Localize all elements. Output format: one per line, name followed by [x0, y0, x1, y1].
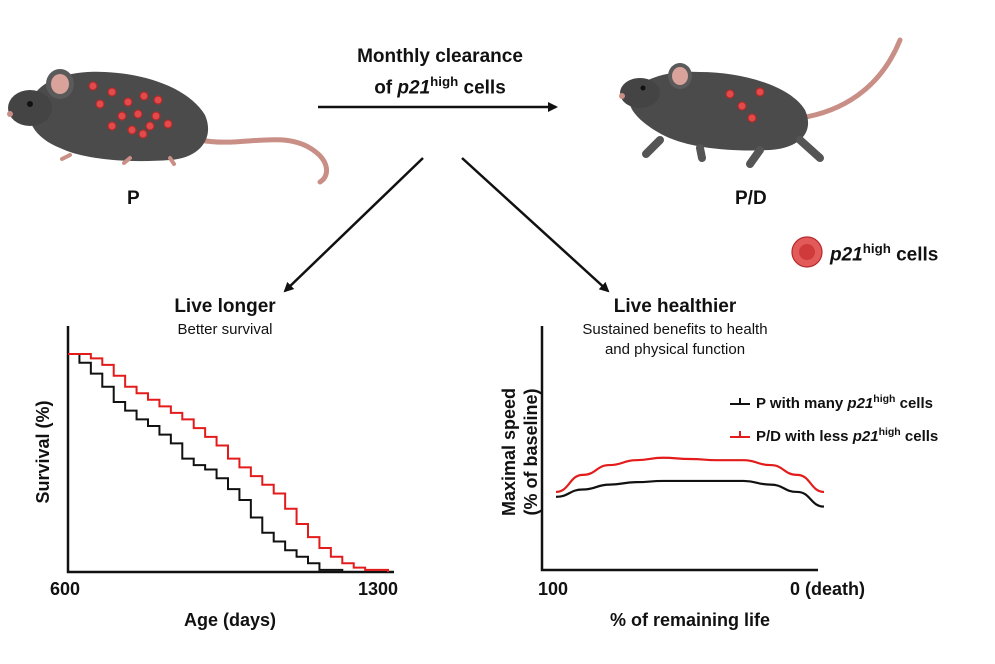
speed-axes — [540, 326, 818, 572]
survival-axes — [66, 326, 394, 574]
arrow-to-healthier — [461, 157, 610, 293]
speed-series-1 — [555, 456, 825, 494]
legend-entry-pd: P/D with less p21high cells — [756, 426, 939, 445]
survival-series-1 — [68, 353, 389, 572]
header-title: Monthly clearance of p21high cells — [300, 44, 580, 100]
speed-ylabel: Maximal speed (% of baseline) — [499, 387, 541, 517]
mouse-p-illustration — [7, 69, 329, 185]
survival-series-0 — [68, 353, 366, 573]
mouse-pd-label: P/D — [735, 188, 767, 209]
survival-xtick-left: 600 — [50, 579, 81, 599]
survival-title: Live longer — [174, 296, 276, 317]
speed-xtick-right: 0 (death) — [790, 579, 866, 599]
mouse-pd-illustration — [619, 37, 903, 168]
speed-subtitle: Sustained benefits to health and physica… — [582, 321, 768, 358]
legend-entry-p: P with many p21high cells — [756, 393, 933, 412]
speed-title: Live healthier — [613, 296, 737, 317]
speed-xtick-left: 100 — [538, 579, 569, 599]
header-line2: of p21high cells — [374, 74, 506, 99]
survival-subtitle: Better survival — [177, 321, 273, 338]
mouse-p-label: P — [127, 188, 140, 209]
survival-xlabel: Age (days) — [183, 610, 277, 630]
cell-legend-icon — [791, 236, 823, 268]
survival-ylabel: Survival (%) — [33, 400, 53, 504]
survival-xtick-right: 1300 — [358, 579, 399, 599]
speed-xlabel: % of remaining life — [609, 610, 771, 630]
speed-series-0 — [555, 479, 825, 508]
header-line1: Monthly clearance — [357, 46, 523, 67]
arrow-to-longer — [283, 157, 424, 293]
cell-legend-label: p21high cells — [830, 241, 939, 266]
